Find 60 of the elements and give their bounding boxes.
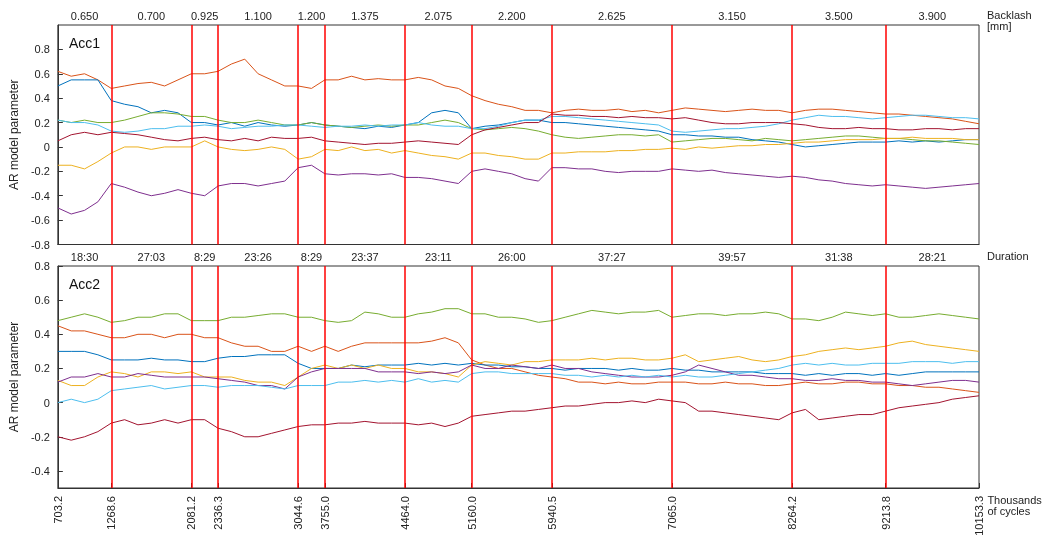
x2-axis-title: Duration [987,249,1029,262]
y-tick-label: -0.2 [30,430,50,443]
x2-axis-title: Backlash [mm] [987,8,1032,32]
y-tick-label: 0.8 [34,260,50,272]
text: 37:27 [598,250,626,263]
y-tick-label: -0.4 [30,464,50,477]
x-tick-label: 9213.8 [879,496,892,530]
x-tick-label: 8264.2 [786,496,799,530]
y-tick-label: 0.2 [34,116,50,129]
x-tick-label: 3044.6 [292,496,305,530]
y-tick-label: -0.6 [30,214,50,227]
text: 39:57 [718,250,746,263]
y-tick-label: 0.8 [34,43,50,56]
text: 0.650 [70,9,99,22]
text: 28:21 [918,250,947,263]
x-tick-label: 2336.3 [212,496,225,530]
text: 2.075 [424,9,453,22]
x-tick-label: 4464.0 [398,496,411,530]
x-tick-label: 2081.2 [185,496,198,530]
text: 2.625 [598,9,626,22]
text: 23:37 [351,250,379,263]
text: 23:11 [424,250,452,263]
y-axis-title: AR model parameter [7,321,21,433]
x-tick-label: 5940.5 [545,496,558,530]
x-tick-label: 1268.6 [105,496,118,530]
text: 1.200 [297,9,326,22]
text: 31:38 [825,250,853,263]
y-tick-label: 0.6 [34,67,50,80]
text: 3.900 [918,9,947,22]
x-tick-label: 703.2 [51,496,64,524]
x-axis-title: Thousands of cycles [987,493,1043,517]
y-tick-label: 0 [43,396,50,409]
text: 3.500 [825,9,853,22]
x-tick-label: 10153.3 [973,496,985,536]
y-tick-label: 0.6 [34,294,50,307]
text: 3.150 [718,9,746,22]
text: Acc2 [69,276,101,292]
y-tick-label: -0.4 [30,189,50,202]
text: 2.200 [497,9,526,22]
text: 1.100 [244,9,272,22]
text: 27:03 [137,250,166,263]
y-axis-title: AR model parameter [7,79,21,191]
text: 18:30 [70,250,99,263]
x-tick-label: 3755.0 [318,496,331,530]
x-tick-label: 7065.0 [665,496,678,530]
text: 8:29 [193,250,216,263]
x-tick-label: 5160.0 [465,496,478,530]
text: 0.925 [190,9,219,22]
y-tick-label: -0.8 [30,238,50,251]
y-tick-label: 0.4 [34,328,50,341]
text: 23:26 [244,250,272,263]
text: 26:00 [497,250,526,263]
text: Acc1 [69,35,101,51]
y-tick-label: -0.2 [30,165,50,178]
text: 1.375 [351,9,379,22]
y-tick-label: 0.4 [34,92,50,105]
y-tick-label: 0.2 [34,362,50,375]
y-tick-label: 0 [43,140,50,153]
text: 0.700 [137,9,166,22]
text: 8:29 [300,250,323,263]
